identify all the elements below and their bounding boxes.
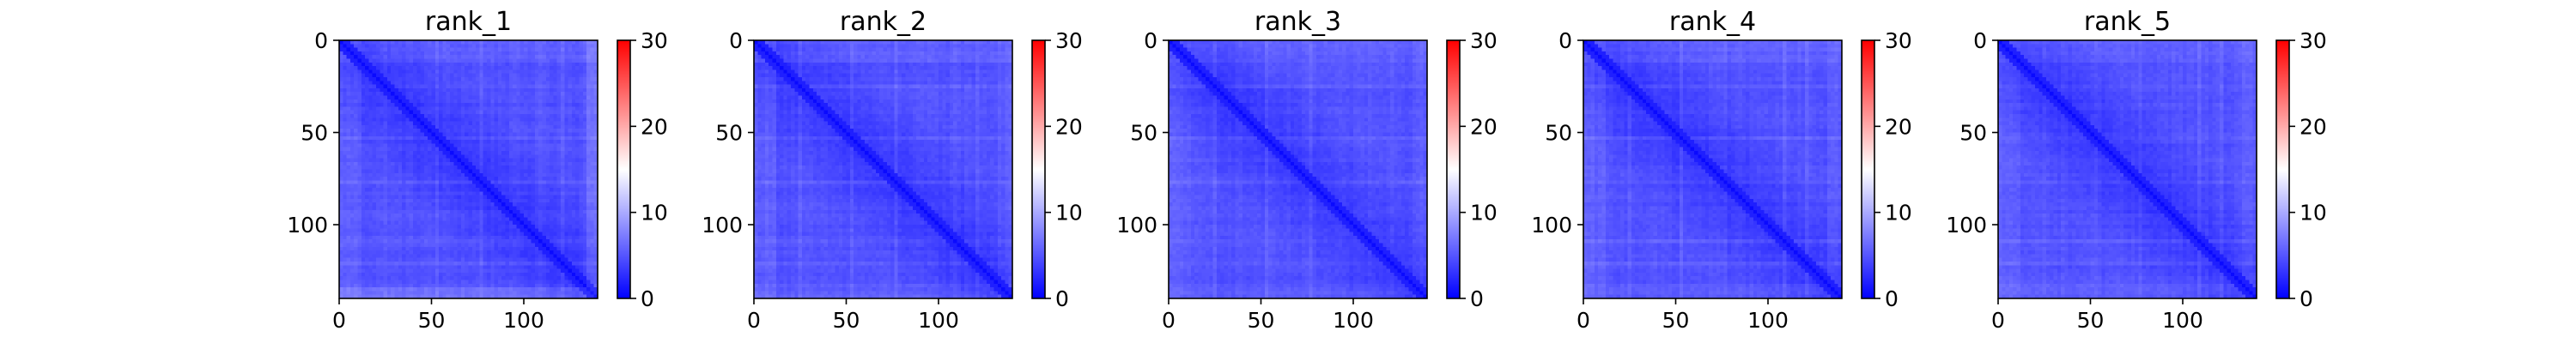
- heatmap-image: [1998, 40, 2257, 298]
- x-tick-label: 0: [1991, 308, 2005, 333]
- heatmap-frame: [1583, 39, 1843, 299]
- x-tick-label: 100: [918, 308, 959, 333]
- colorbar-tick-label: 20: [641, 114, 668, 139]
- y-tick-label: 50: [301, 121, 328, 146]
- colorbar-frame: [617, 39, 631, 299]
- y-tick-label: 0: [729, 28, 743, 53]
- colorbar-tick-label: 30: [1885, 28, 1912, 53]
- colorbar-frame: [2275, 39, 2290, 299]
- x-tick-label: 50: [418, 308, 446, 333]
- x-tick-label: 0: [1162, 308, 1176, 333]
- heatmap-frame: [1168, 39, 1428, 299]
- y-tick-label: 100: [1116, 213, 1157, 238]
- colorbar: [617, 40, 630, 298]
- colorbar-tick-label: 10: [1470, 201, 1498, 226]
- heatmap-image: [339, 40, 598, 298]
- x-tick-label: 100: [2162, 308, 2203, 333]
- heatmap-image: [1169, 40, 1427, 298]
- colorbar-tick-label: 20: [1885, 114, 1912, 139]
- x-tick-label: 50: [833, 308, 860, 333]
- heatmap-panel: rank_3 0 50 100 0 50 100 0 10 20 30: [1116, 7, 1498, 333]
- heatmap-frame: [338, 39, 598, 299]
- colorbar-tick-label: 10: [1055, 201, 1083, 226]
- colorbar-tick-label: 20: [1055, 114, 1083, 139]
- colorbar: [1447, 40, 1460, 298]
- colorbar-tick-label: 0: [1885, 286, 1899, 311]
- colorbar-tick-label: 20: [1470, 114, 1498, 139]
- y-tick-label: 50: [1130, 121, 1157, 146]
- colorbar-tick-label: 10: [641, 201, 668, 226]
- x-tick-label: 50: [1248, 308, 1275, 333]
- heatmap-panel: rank_4 0 50 100 0 50 100 0 10 20 30: [1531, 7, 1912, 333]
- y-tick-label: 0: [1144, 28, 1157, 53]
- colorbar-tick-label: 20: [2300, 114, 2327, 139]
- panel-title: rank_3: [1255, 7, 1341, 37]
- heatmap-frame: [753, 39, 1013, 299]
- heatmap-image: [754, 40, 1012, 298]
- y-tick-label: 0: [314, 28, 328, 53]
- y-tick-label: 100: [702, 213, 743, 238]
- colorbar-tick-label: 10: [1885, 201, 1912, 226]
- heatmap-image: [1583, 40, 1842, 298]
- colorbar: [1032, 40, 1045, 298]
- x-tick-label: 50: [1662, 308, 1690, 333]
- colorbar-tick-label: 0: [1470, 286, 1484, 311]
- heatmap-panel: rank_1 0 50 100 0 50 100 0 10 20 30: [287, 7, 668, 333]
- heatmap-panel: rank_2 0 50 100 0 50 100 0 10 20 30: [702, 7, 1083, 333]
- colorbar-tick-label: 30: [1055, 28, 1083, 53]
- colorbar-frame: [1031, 39, 1046, 299]
- colorbar-tick-label: 30: [1470, 28, 1498, 53]
- panel-title: rank_1: [425, 7, 512, 37]
- panel-title: rank_5: [2084, 7, 2171, 37]
- y-tick-label: 0: [1558, 28, 1572, 53]
- x-tick-label: 100: [1747, 308, 1789, 333]
- panel-title: rank_2: [840, 7, 927, 37]
- colorbar-tick-label: 0: [1055, 286, 1069, 311]
- y-tick-label: 100: [1531, 213, 1572, 238]
- x-tick-label: 100: [503, 308, 544, 333]
- y-tick-label: 100: [287, 213, 328, 238]
- colorbar-tick-label: 0: [2300, 286, 2313, 311]
- y-tick-label: 50: [1959, 121, 1987, 146]
- y-tick-label: 50: [715, 121, 743, 146]
- colorbar-tick-label: 0: [641, 286, 654, 311]
- panel-title: rank_4: [1669, 7, 1756, 37]
- colorbar: [1862, 40, 1874, 298]
- colorbar-tick-label: 10: [2300, 201, 2327, 226]
- y-tick-label: 50: [1545, 121, 1572, 146]
- x-tick-label: 100: [1333, 308, 1374, 333]
- y-tick-label: 0: [1973, 28, 1987, 53]
- x-tick-label: 0: [747, 308, 761, 333]
- colorbar: [2276, 40, 2289, 298]
- heatmap-frame: [1997, 39, 2257, 299]
- x-tick-label: 0: [332, 308, 346, 333]
- y-tick-label: 100: [1946, 213, 1987, 238]
- colorbar-frame: [1446, 39, 1461, 299]
- colorbar-frame: [1861, 39, 1875, 299]
- x-tick-label: 0: [1577, 308, 1590, 333]
- colorbar-tick-label: 30: [2300, 28, 2327, 53]
- heatmap-panel: rank_5 0 50 100 0 50 100 0 10 20 30: [1946, 7, 2327, 333]
- x-tick-label: 50: [2077, 308, 2105, 333]
- colorbar-tick-label: 30: [641, 28, 668, 53]
